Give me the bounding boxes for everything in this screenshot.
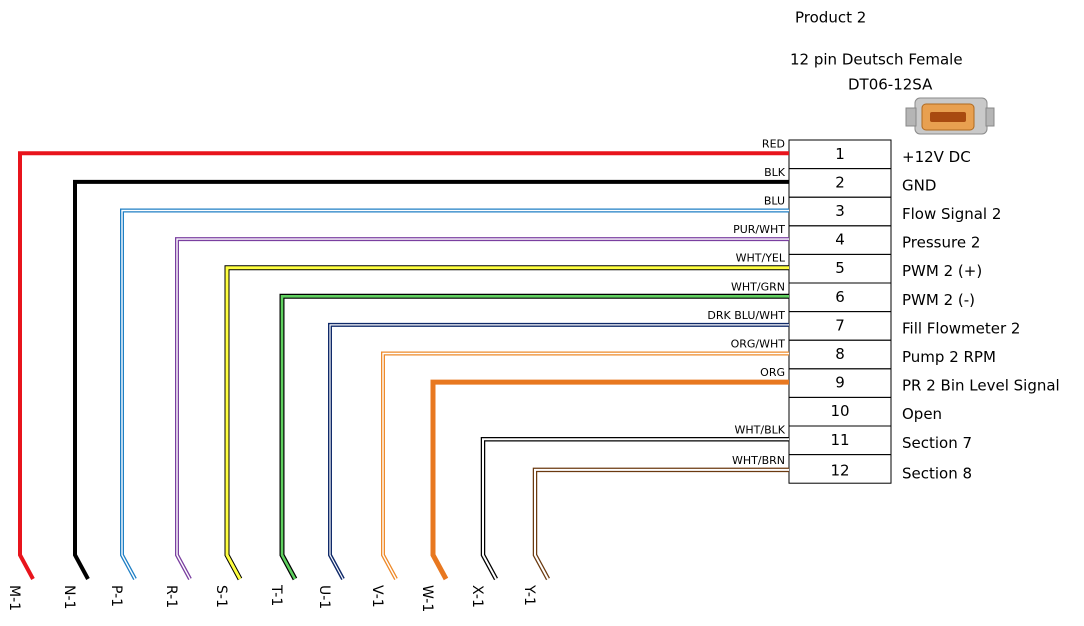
pin-signal: Pressure 2 bbox=[902, 234, 980, 252]
wire-color-label: ORG bbox=[760, 366, 785, 379]
wire-stripe bbox=[482, 438, 789, 580]
wire bbox=[18, 151, 789, 580]
wire-end-label: V-1 bbox=[369, 585, 385, 608]
pin-signal: +12V DC bbox=[902, 148, 971, 166]
pin-signal: PWM 2 (+) bbox=[902, 262, 982, 280]
wire bbox=[224, 265, 789, 581]
pin-signal: PR 2 Bin Level Signal bbox=[902, 377, 1060, 395]
wire-color-label: WHT/BRN bbox=[732, 454, 785, 467]
pin-signal: Flow Signal 2 bbox=[902, 205, 1001, 223]
wire-color-label: WHT/BLK bbox=[735, 423, 786, 436]
wire-end-label: M-1 bbox=[6, 585, 22, 611]
pin-number: 4 bbox=[835, 231, 845, 249]
wire-color-label: RED bbox=[762, 137, 785, 150]
pin-signal: Section 8 bbox=[902, 464, 972, 482]
wire-color-label: WHT/YEL bbox=[736, 252, 786, 265]
pin-signal: Open bbox=[902, 405, 942, 423]
pin-number: 3 bbox=[835, 202, 845, 220]
pin-number: 12 bbox=[830, 461, 849, 479]
pin-number: 7 bbox=[835, 316, 845, 334]
wire-stripe bbox=[329, 324, 789, 580]
wire-end-label: Y-1 bbox=[521, 584, 537, 606]
pin-number: 11 bbox=[830, 431, 849, 449]
wire-stripe bbox=[225, 266, 789, 580]
wire-end-label: P-1 bbox=[108, 585, 124, 607]
pin-signal: PWM 2 (-) bbox=[902, 291, 975, 309]
wire bbox=[532, 467, 789, 581]
wire-stripe bbox=[382, 352, 789, 580]
wire-stripe bbox=[280, 294, 789, 580]
pin-number: 6 bbox=[835, 288, 845, 306]
wire-end-label: W-1 bbox=[419, 585, 435, 612]
pin-signal: Section 7 bbox=[902, 434, 972, 452]
pin-number: 8 bbox=[835, 345, 845, 363]
wire-end-label: T-1 bbox=[268, 584, 284, 606]
wire-color-label: ORG/WHT bbox=[731, 338, 786, 351]
pin-number: 10 bbox=[830, 402, 849, 420]
wire-end-label: U-1 bbox=[316, 585, 332, 609]
part-number: DT06-12SA bbox=[848, 76, 933, 94]
wire bbox=[381, 351, 789, 580]
wire-color-label: DRK BLU/WHT bbox=[707, 309, 785, 322]
wire-color-label: PUR/WHT bbox=[733, 223, 785, 236]
connector-icon bbox=[905, 97, 995, 135]
product-title: Product 2 bbox=[795, 9, 866, 27]
wire-stripe bbox=[534, 468, 789, 580]
wire bbox=[73, 179, 789, 580]
wire-stripe bbox=[121, 209, 789, 580]
wire-end-label: S-1 bbox=[213, 585, 229, 608]
pin-signal: Fill Flowmeter 2 bbox=[902, 319, 1020, 337]
wire-end-label: X-1 bbox=[469, 585, 485, 608]
wire bbox=[328, 322, 789, 580]
connector-name: 12 pin Deutsch Female bbox=[790, 51, 963, 69]
pin-number: 2 bbox=[835, 173, 845, 191]
wire-stripe bbox=[176, 238, 789, 580]
wire-color-label: BLK bbox=[764, 166, 786, 179]
wire-end-label: R-1 bbox=[163, 585, 179, 608]
pin-signal: GND bbox=[902, 176, 936, 194]
wire-end-label: N-1 bbox=[61, 585, 77, 609]
pin-number: 5 bbox=[835, 259, 845, 277]
wire-color-label: BLU bbox=[764, 195, 785, 208]
pin-number: 1 bbox=[835, 145, 845, 163]
pin-signal: Pump 2 RPM bbox=[902, 348, 996, 366]
wire bbox=[430, 379, 789, 581]
pin-number: 9 bbox=[835, 374, 845, 392]
wire-color-label: WHT/GRN bbox=[731, 280, 785, 293]
